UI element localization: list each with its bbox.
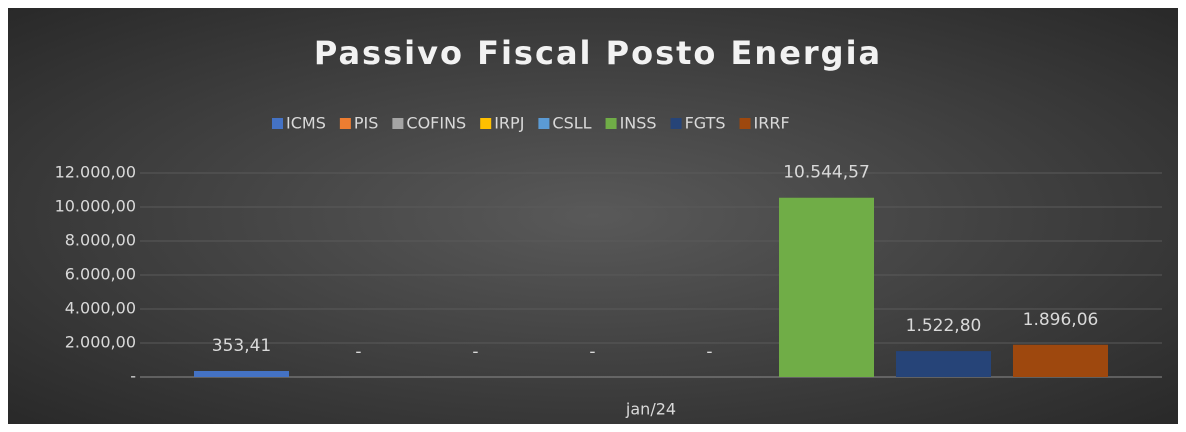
legend-label: IRRF [754,114,790,133]
data-label: - [472,342,478,362]
legend-swatch [339,118,351,129]
legend-swatch [739,118,751,129]
y-tick-label: - [130,367,136,386]
legend-label: IRPJ [494,114,524,133]
bar [896,351,991,377]
legend-swatch [392,118,404,129]
legend-label: PIS [354,114,379,133]
legend-label: COFINS [406,114,466,133]
y-tick-label: 4.000,00 [65,299,136,318]
x-tick-label: jan/24 [625,400,676,419]
bar [194,370,289,377]
data-label: - [589,342,595,362]
data-label: 1.522,80 [906,316,982,336]
legend-swatch [670,118,682,129]
legend-label: ICMS [286,114,326,133]
legend-label: CSLL [552,114,591,133]
data-label: - [706,342,712,362]
y-tick-label: 12.000,00 [55,163,136,182]
legend-swatch [480,118,492,129]
legend-label: INSS [620,114,657,133]
legend-swatch [605,118,617,129]
legend-label: FGTS [685,114,726,133]
data-label: - [355,342,361,362]
y-tick-label: 10.000,00 [55,197,136,216]
legend-swatch [272,118,283,129]
y-tick-label: 6.000,00 [65,265,136,284]
data-label: 1.896,06 [1023,310,1099,330]
data-label: 353,41 [212,336,271,356]
data-label: 10.544,57 [783,163,870,183]
chart-title: Passivo Fiscal Posto Energia [314,34,882,72]
legend-swatch [538,118,550,129]
bar [1013,344,1108,377]
bar [779,197,874,377]
y-tick-label: 2.000,00 [65,333,136,352]
y-tick-label: 8.000,00 [65,231,136,250]
